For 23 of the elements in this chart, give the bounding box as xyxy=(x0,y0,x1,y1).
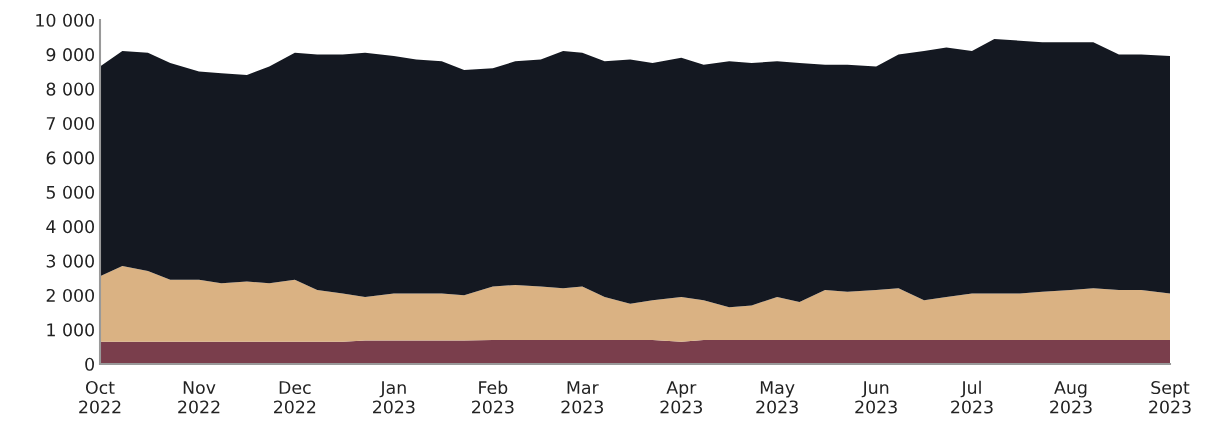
x-tick-label: Dec 2022 xyxy=(274,381,316,414)
y-tick-label: 6 000 xyxy=(46,151,94,165)
y-tick-label: 0 xyxy=(85,357,94,371)
x-tick-label: Jun 2023 xyxy=(855,381,897,414)
y-tick-label: 10 000 xyxy=(36,13,94,27)
x-tick-label: Apr 2023 xyxy=(660,381,703,414)
x-tick-label: Aug 2023 xyxy=(1050,381,1092,414)
y-tick-label: 3 000 xyxy=(46,254,94,268)
y-tick-label: 9 000 xyxy=(46,48,94,62)
x-tick-label: Mar 2023 xyxy=(561,381,603,414)
y-tick-label: 1 000 xyxy=(47,323,94,337)
y-tick-label: 7 000 xyxy=(46,116,94,131)
x-tick-label: Nov 2022 xyxy=(178,381,220,414)
x-tick-label: Jul 2023 xyxy=(951,380,993,414)
x-tick-label: Sept 2023 xyxy=(1149,380,1191,414)
x-tick-label: Jan 2023 xyxy=(373,381,415,414)
y-tick-label: 4 000 xyxy=(46,220,94,234)
x-tick-label: May 2023 xyxy=(756,381,798,414)
y-tick-label: 8 000 xyxy=(46,82,94,96)
x-tick-label: Feb 2023 xyxy=(472,380,514,414)
x-tick-label: Oct 2022 xyxy=(79,380,121,414)
y-tick-label: 5 000 xyxy=(46,185,94,199)
y-tick-label: 2 000 xyxy=(46,288,94,303)
